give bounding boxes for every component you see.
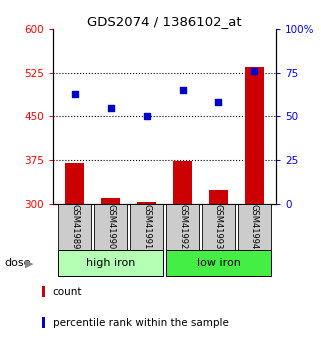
Point xyxy=(144,114,149,119)
Point xyxy=(216,100,221,105)
Bar xyxy=(166,204,199,250)
Bar xyxy=(101,198,120,204)
Point xyxy=(252,68,257,74)
Bar xyxy=(166,250,271,276)
Text: dose: dose xyxy=(5,258,31,268)
Text: high iron: high iron xyxy=(86,258,135,268)
Text: ▶: ▶ xyxy=(25,258,33,268)
Point xyxy=(108,105,113,110)
Bar xyxy=(238,204,271,250)
Bar xyxy=(65,163,84,204)
Text: GSM41994: GSM41994 xyxy=(250,204,259,249)
Bar xyxy=(173,161,192,204)
Text: percentile rank within the sample: percentile rank within the sample xyxy=(53,318,229,327)
Point xyxy=(180,88,185,93)
Text: low iron: low iron xyxy=(196,258,240,268)
Bar xyxy=(209,190,228,204)
Bar xyxy=(137,202,156,204)
Bar xyxy=(130,204,163,250)
Bar xyxy=(245,67,265,204)
Bar xyxy=(202,204,235,250)
Text: GSM41991: GSM41991 xyxy=(142,204,151,249)
Title: GDS2074 / 1386102_at: GDS2074 / 1386102_at xyxy=(87,15,242,28)
Bar xyxy=(94,204,127,250)
Bar xyxy=(58,250,163,276)
Text: GSM41992: GSM41992 xyxy=(178,204,187,249)
Bar xyxy=(58,204,91,250)
Text: GSM41990: GSM41990 xyxy=(106,204,115,249)
Text: count: count xyxy=(53,287,82,296)
Text: GSM41989: GSM41989 xyxy=(70,204,79,249)
Text: GSM41993: GSM41993 xyxy=(214,204,223,249)
Point xyxy=(72,91,77,97)
